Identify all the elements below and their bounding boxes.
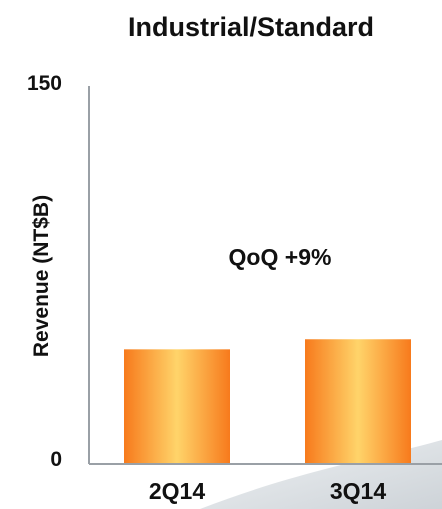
x-tick-label-3q14: 3Q14 bbox=[329, 478, 387, 504]
qoq-annotation: QoQ +9% bbox=[228, 244, 332, 270]
x-tick-label-2q14: 2Q14 bbox=[148, 478, 206, 504]
bar-3q14 bbox=[305, 339, 411, 464]
y-tick-label-max: 150 bbox=[26, 72, 62, 95]
y-tick-label-min: 0 bbox=[50, 448, 62, 471]
chart-title: Industrial/Standard bbox=[127, 12, 375, 42]
bar-2q14 bbox=[124, 349, 230, 464]
